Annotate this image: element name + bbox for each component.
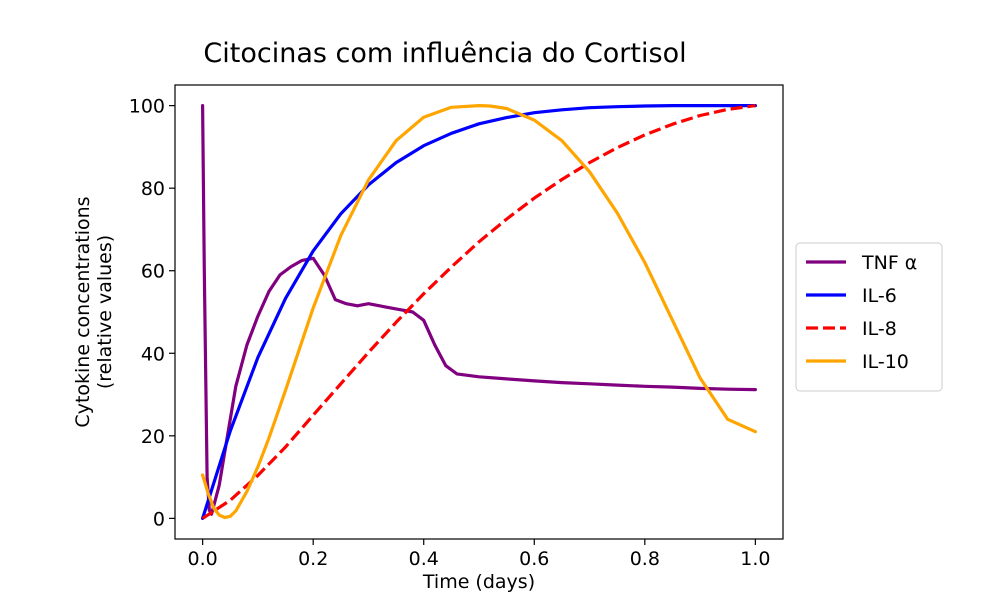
legend-label: IL-8: [862, 318, 897, 340]
x-tick-label: 0.8: [630, 548, 660, 570]
y-tick-label: 40: [141, 343, 165, 365]
y-tick-label: 0: [153, 508, 165, 530]
y-axis-label-line: (relative values): [94, 235, 116, 389]
x-tick-label: 0.6: [519, 548, 549, 570]
plot-frame: [174, 84, 784, 540]
axes-ticks: 0.0 0.2 0.4 0.6 0.8 1.0 0 20 40 60 80 100: [129, 96, 771, 570]
legend: TNF α IL-6 IL-8 IL-10: [795, 242, 943, 392]
y-tick-label: 20: [141, 426, 165, 448]
legend-label: IL-6: [862, 285, 897, 307]
series-line-3: [201, 104, 756, 520]
x-tick-label: 1.0: [740, 548, 770, 570]
y-tick-label: 100: [129, 96, 165, 118]
y-axis-label: Cytokine concentrations(relative values): [72, 196, 116, 427]
legend-box: [795, 242, 943, 392]
series-line-2: [201, 103, 758, 521]
chart-title: Citocinas com influência do Cortisol: [203, 38, 686, 69]
legend-label: TNF α: [861, 252, 917, 274]
y-tick-label: 60: [141, 261, 165, 283]
y-tick-label: 80: [141, 178, 165, 200]
legend-label: IL-10: [862, 351, 909, 373]
y-axis-label-line: Cytokine concentrations: [72, 196, 94, 427]
plot-area: [201, 103, 758, 521]
x-axis-label: Time (days): [422, 571, 535, 593]
x-tick-label: 0.2: [298, 548, 328, 570]
series-line-1: [201, 103, 758, 516]
x-tick-label: 0.0: [188, 548, 218, 570]
series-line-4: [201, 103, 758, 520]
x-tick-label: 0.4: [409, 548, 439, 570]
